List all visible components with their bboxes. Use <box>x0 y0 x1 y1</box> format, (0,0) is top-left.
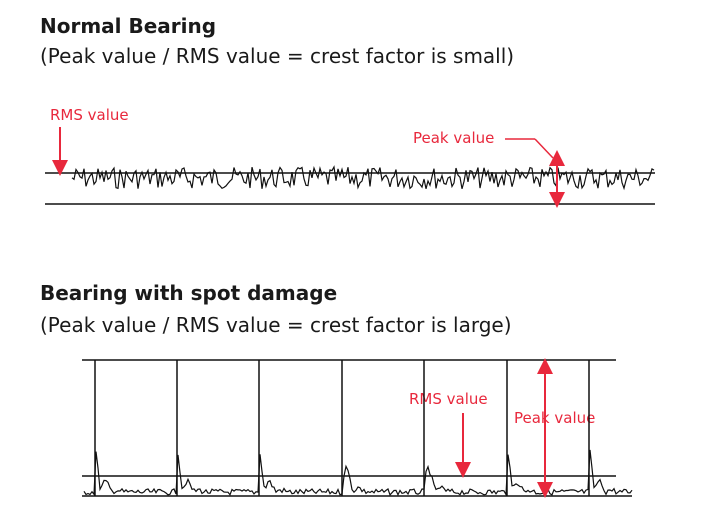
damaged-rms-label: RMS value <box>409 390 488 408</box>
normal-bearing-subtitle: (Peak value / RMS value = crest factor i… <box>40 44 515 68</box>
normal-signal-waveform <box>71 165 655 191</box>
damaged-bearing-title: Bearing with spot damage <box>40 281 338 305</box>
damaged-bearing-subtitle: (Peak value / RMS value = crest factor i… <box>40 313 512 337</box>
damaged-peak-label: Peak value <box>514 409 596 427</box>
damaged-signal-waveform <box>83 449 633 497</box>
normal-rms-label: RMS value <box>50 106 129 124</box>
normal-peak-label: Peak value <box>413 129 495 147</box>
normal-bearing-title: Normal Bearing <box>40 14 217 38</box>
normal-peak-leader-diag <box>534 138 554 159</box>
